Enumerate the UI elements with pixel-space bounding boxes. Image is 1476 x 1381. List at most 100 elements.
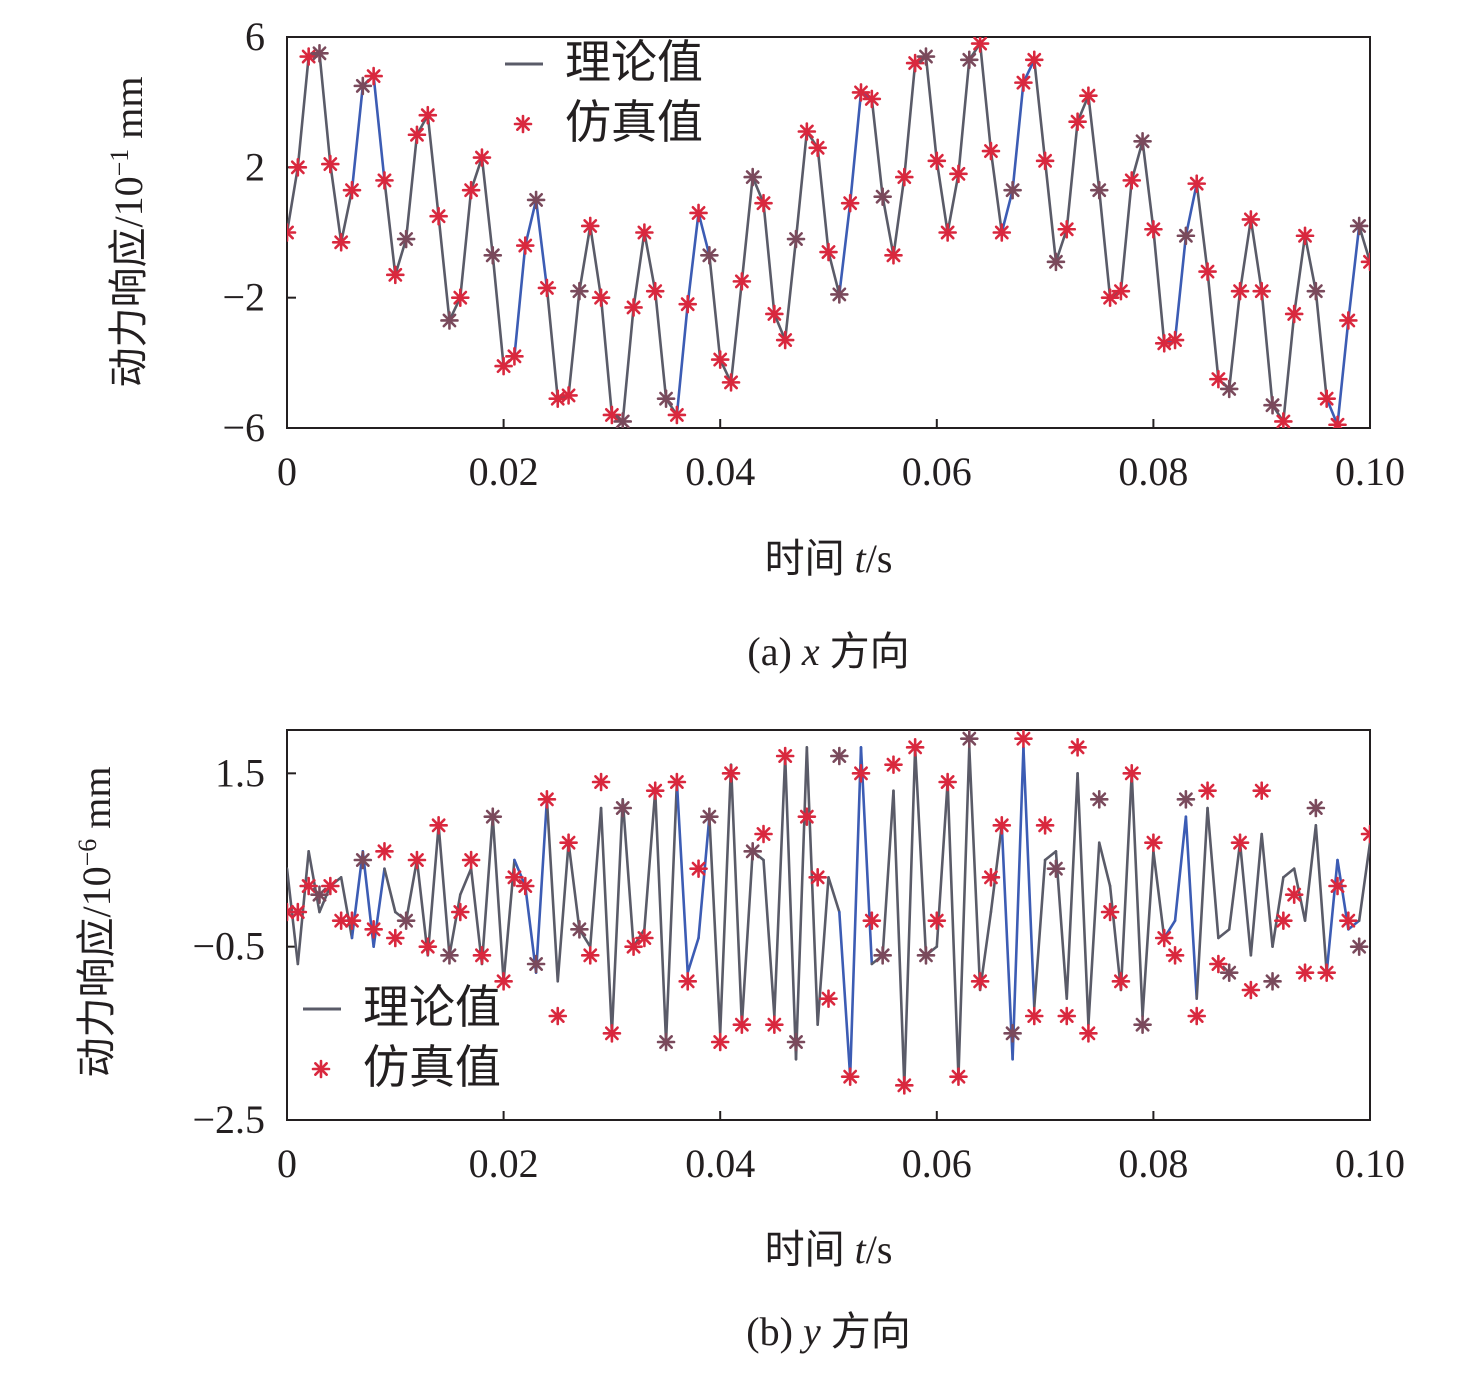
simulation-point	[754, 193, 773, 213]
theory-line-segment	[1022, 58, 1036, 84]
marker-stroke	[287, 230, 294, 240]
simulation-point	[862, 89, 882, 109]
simulation-point	[321, 154, 340, 174]
theory-line-segment	[1314, 289, 1328, 400]
theory-line-segment	[1325, 397, 1339, 427]
marker-stroke	[724, 766, 738, 781]
theory-line-segment	[1065, 120, 1079, 231]
simulation-point	[450, 288, 470, 307]
marker-stroke	[420, 108, 435, 123]
marker-stroke	[778, 749, 793, 763]
simulation-point	[407, 850, 427, 870]
marker-stroke	[919, 49, 933, 64]
simulation-point	[700, 246, 719, 265]
simulation-point	[916, 946, 936, 965]
marker-stroke	[1243, 212, 1258, 227]
theory-line-segment	[491, 254, 505, 368]
marker-stroke	[323, 157, 338, 172]
simulation-point	[1328, 415, 1347, 428]
marker-stroke	[1265, 974, 1280, 989]
marker-stroke	[1092, 792, 1107, 807]
marker-stroke	[1276, 414, 1291, 428]
theory-line-segment	[762, 201, 776, 316]
theory-line-segment	[469, 867, 484, 966]
x-axis-label-text: 时间	[765, 1227, 855, 1272]
simulation-point	[732, 272, 752, 291]
marker-stroke	[691, 861, 706, 876]
marker-stroke	[756, 827, 771, 841]
simulation-point	[1024, 50, 1044, 70]
theory-line-segment	[1065, 772, 1079, 1000]
simulation-point	[385, 928, 405, 948]
simulation-point	[353, 76, 373, 96]
marker-stroke	[615, 801, 630, 815]
theory-line-segment	[599, 806, 614, 1035]
theory-line-segment	[545, 286, 560, 400]
marker-stroke	[1222, 965, 1237, 980]
theory-line-segment	[881, 789, 895, 957]
marker-stroke	[648, 284, 663, 299]
simulation-point	[1003, 1024, 1022, 1043]
y-axis-label-exponent: −1	[105, 149, 134, 177]
marker-stroke	[290, 905, 305, 919]
marker-stroke	[1113, 284, 1128, 299]
theory-line-segment	[1043, 159, 1058, 264]
theory-line-segment	[751, 175, 765, 205]
marker-stroke	[287, 910, 294, 919]
simulation-point	[1241, 980, 1261, 1000]
theory-line-segment	[1087, 841, 1101, 1026]
simulation-point	[916, 47, 936, 66]
theory-line-segment	[1011, 746, 1025, 1061]
theory-line-segment	[534, 798, 549, 974]
simulation-point	[1306, 798, 1326, 818]
figure-caption: (b) y 方向	[746, 1309, 910, 1354]
simulation-point	[884, 246, 903, 265]
simulation-point	[1284, 885, 1304, 904]
theory-line-segment	[718, 358, 733, 384]
theory-line-segment	[675, 780, 690, 974]
simulation-point	[1057, 219, 1077, 239]
marker-stroke	[648, 783, 663, 798]
marker-stroke	[539, 280, 554, 295]
marker-stroke	[312, 887, 327, 902]
theory-line-segment	[827, 250, 841, 296]
marker-stroke	[453, 905, 468, 919]
simulation-point	[1176, 226, 1196, 246]
marker-stroke	[1222, 381, 1237, 396]
simulation-point	[775, 330, 795, 350]
theory-line-segment	[404, 858, 419, 922]
marker-stroke	[377, 173, 392, 188]
theory-line-segment	[794, 130, 809, 241]
simulation-point	[765, 304, 784, 324]
marker-stroke	[1363, 254, 1370, 264]
simulation-point	[537, 790, 557, 809]
marker-stroke	[420, 939, 435, 954]
theory-line-segment	[805, 746, 819, 1026]
legend-marker-swatch	[311, 1059, 331, 1079]
marker-stroke	[1308, 284, 1323, 299]
simulation-point	[1154, 333, 1174, 353]
x-axis-label-var: t	[855, 536, 867, 581]
marker-stroke	[516, 117, 530, 131]
marker-stroke	[637, 225, 652, 240]
marker-stroke	[1287, 887, 1302, 902]
caption-var: y	[799, 1309, 821, 1354]
simulation-point	[570, 281, 589, 301]
x-tick-label: 0.02	[469, 1141, 539, 1186]
x-tick-label: 0.08	[1118, 1141, 1188, 1186]
theory-line-segment	[339, 188, 354, 244]
theory-line-segment	[1032, 58, 1047, 163]
marker-stroke	[1211, 957, 1226, 971]
marker-stroke	[399, 913, 414, 928]
simulation-point	[884, 755, 903, 774]
simulation-point	[1263, 395, 1282, 415]
marker-stroke	[410, 853, 424, 867]
theory-line-segment	[567, 289, 581, 397]
theory-line-segment	[372, 867, 386, 948]
marker-stroke	[442, 948, 457, 963]
marker-stroke	[572, 284, 587, 299]
marker-stroke	[1178, 228, 1193, 243]
simulation-point	[342, 180, 362, 200]
marker-stroke	[713, 352, 728, 367]
